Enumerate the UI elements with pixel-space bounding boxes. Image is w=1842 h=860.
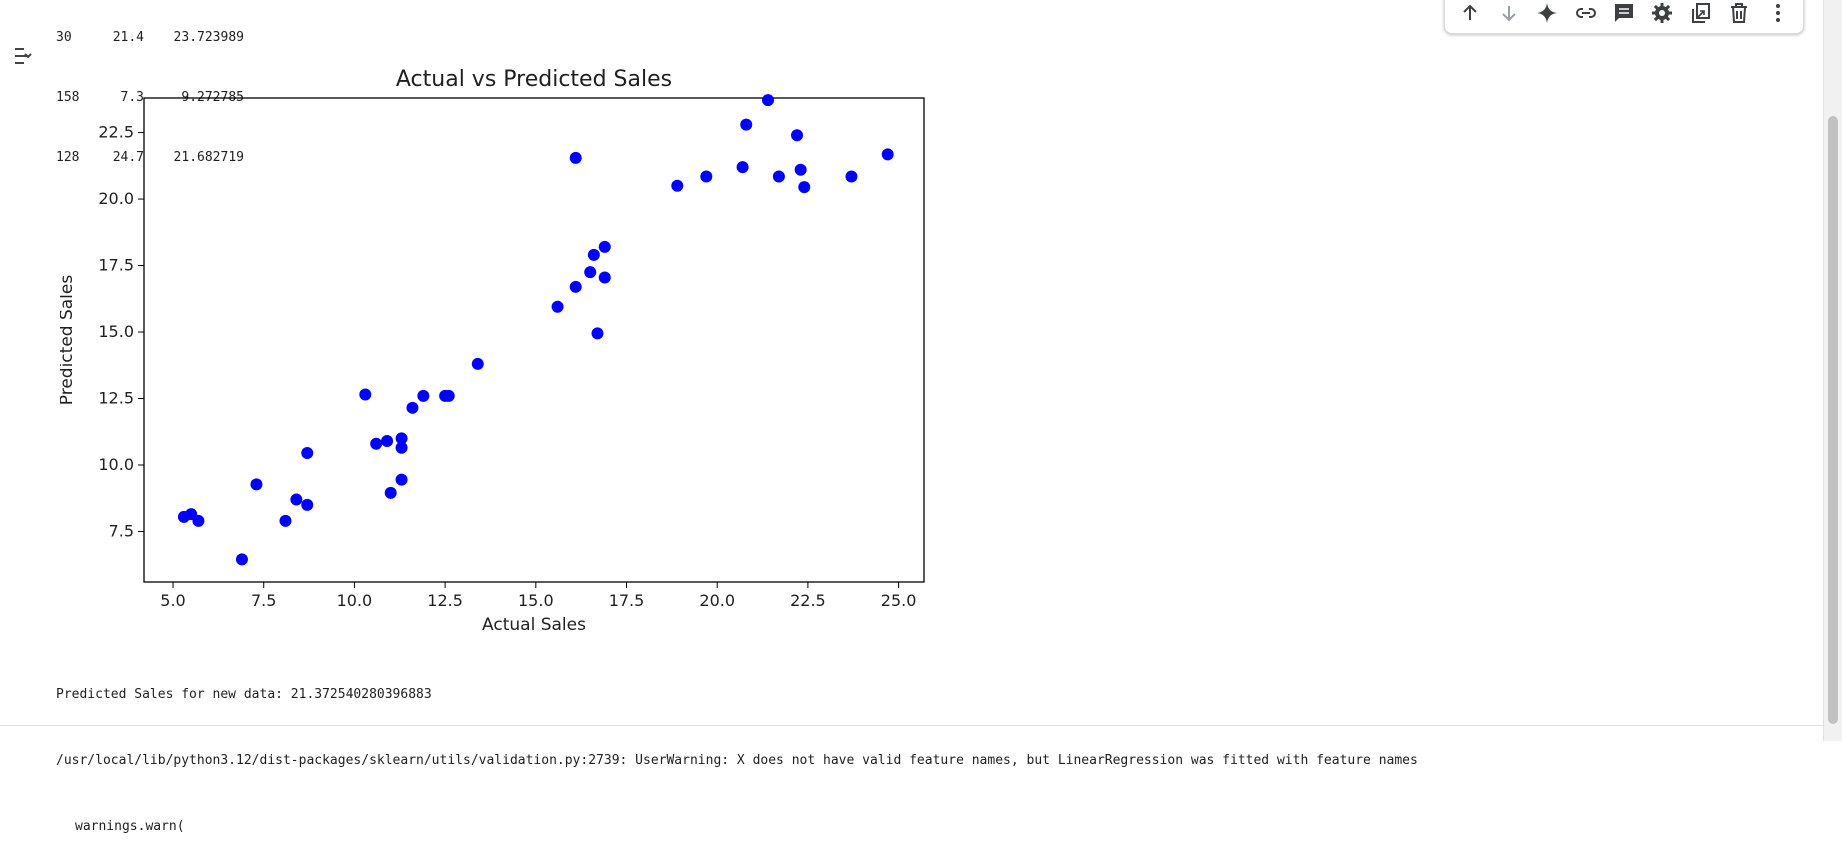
- y-tick-label: 10.0: [98, 455, 134, 474]
- data-point: [235, 553, 248, 566]
- data-point: [791, 129, 804, 142]
- data-point: [395, 432, 408, 445]
- row-index: 128: [56, 150, 80, 165]
- gear-icon: [1652, 3, 1673, 23]
- y-tick-label: 15.0: [98, 322, 134, 341]
- data-point: [417, 389, 430, 402]
- actual-value: 7.3: [120, 90, 144, 105]
- data-point: [569, 280, 582, 293]
- cell-toolbar: [1444, 0, 1804, 34]
- dataframe-output: 30 21.4 23.723989 158 7.3 9.272785 128 2…: [56, 0, 244, 188]
- x-tick-label: 12.5: [427, 591, 463, 610]
- chart-title: Actual vs Predicted Sales: [396, 67, 672, 92]
- scatter-chart: Actual vs Predicted Sales 5.0 7.5 10.0 12.5 1…: [60, 62, 940, 642]
- comment-icon: [1614, 4, 1633, 22]
- data-point: [370, 437, 383, 450]
- data-point: [881, 148, 894, 161]
- y-tick-label: 12.5: [98, 389, 134, 408]
- row-index: 30: [56, 30, 72, 45]
- chart-svg: Actual vs Predicted Sales 5.0 7.5 10.0 12.5 1…: [60, 67, 925, 635]
- data-point: [406, 401, 419, 414]
- add-comment-button[interactable]: [1607, 0, 1641, 30]
- data-point: [395, 473, 408, 486]
- predicted-value: 23.723989: [173, 30, 244, 45]
- data-point: [598, 240, 611, 253]
- dataframe-row: 128 24.7 21.682719: [56, 148, 244, 168]
- data-point: [301, 447, 314, 460]
- move-cell-down-button[interactable]: [1492, 0, 1526, 30]
- more-actions-button[interactable]: [1761, 0, 1795, 30]
- plot-frame: [143, 97, 925, 583]
- x-tick-label: 15.0: [518, 591, 554, 610]
- data-point: [384, 486, 397, 499]
- actual-value: 24.7: [112, 150, 144, 165]
- y-tick-label: 20.0: [98, 189, 134, 208]
- x-tick-label: 22.5: [790, 591, 826, 610]
- x-tick-label: 25.0: [881, 591, 917, 610]
- user-warning-line: /usr/local/lib/python3.12/dist-packages/…: [56, 753, 1418, 768]
- predicted-value: 21.682719: [173, 150, 244, 165]
- output-collapse-icon: [15, 48, 32, 64]
- data-point: [301, 498, 314, 511]
- output-toggle-button[interactable]: [10, 42, 38, 70]
- mirror-cell-icon: [1691, 3, 1710, 23]
- data-point: [740, 118, 753, 131]
- data-point: [772, 170, 785, 183]
- y-tick-label: 22.5: [98, 123, 134, 142]
- trash-icon: [1731, 3, 1748, 23]
- data-point: [736, 161, 749, 174]
- copy-link-button[interactable]: [1569, 0, 1603, 30]
- warnings-call-line: warnings.warn(: [75, 819, 185, 834]
- data-point: [591, 327, 604, 340]
- x-tick-label: 5.0: [160, 591, 185, 610]
- data-point: [442, 389, 455, 402]
- data-point: [584, 266, 597, 279]
- y-tick-label: 17.5: [98, 256, 134, 275]
- x-tick-label: 7.5: [251, 591, 276, 610]
- data-point: [359, 388, 372, 401]
- actual-value: 21.4: [112, 30, 144, 45]
- row-index: 158: [56, 90, 80, 105]
- data-point: [551, 300, 564, 313]
- scrollbar-thumb[interactable]: [1828, 116, 1838, 724]
- data-point: [700, 170, 713, 183]
- data-point: [395, 441, 408, 454]
- data-point: [798, 181, 811, 194]
- cell-divider: [0, 725, 1823, 726]
- y-tick-label: 7.5: [109, 521, 134, 540]
- data-point: [845, 170, 858, 183]
- dataframe-row: 30 21.4 23.723989: [56, 28, 244, 48]
- data-point: [381, 435, 394, 448]
- data-point: [290, 493, 303, 506]
- data-point: [279, 514, 292, 527]
- data-point: [598, 271, 611, 284]
- output-scrollbar[interactable]: [1823, 0, 1842, 741]
- link-icon: [1575, 8, 1596, 18]
- move-cell-up-button[interactable]: [1453, 0, 1487, 30]
- gemini-button[interactable]: [1530, 0, 1564, 30]
- y-axis-label: Predicted Sales: [60, 275, 77, 406]
- arrow-down-icon: [1501, 6, 1516, 22]
- x-tick-label: 20.0: [699, 591, 735, 610]
- more-vert-icon: [1775, 4, 1780, 22]
- x-tick-label: 10.0: [337, 591, 373, 610]
- data-point: [192, 514, 205, 527]
- data-point: [250, 478, 263, 491]
- cell-text-output: Predicted Sales for new data: 21.3725402…: [56, 640, 1418, 860]
- data-point: [671, 179, 684, 192]
- cell-settings-button[interactable]: [1645, 0, 1679, 30]
- data-point: [794, 163, 807, 176]
- mirror-cell-button[interactable]: [1684, 0, 1718, 30]
- data-point: [762, 94, 774, 107]
- x-tick-label: 17.5: [609, 591, 645, 610]
- x-axis-label: Actual Sales: [482, 615, 586, 635]
- data-point: [471, 357, 484, 370]
- sparkle-icon: [1537, 3, 1558, 23]
- arrow-up-icon: [1463, 4, 1477, 20]
- data-point: [587, 248, 600, 261]
- delete-cell-button[interactable]: [1722, 0, 1756, 30]
- predicted-sales-line: Predicted Sales for new data: 21.3725402…: [56, 687, 432, 702]
- data-point: [569, 151, 582, 164]
